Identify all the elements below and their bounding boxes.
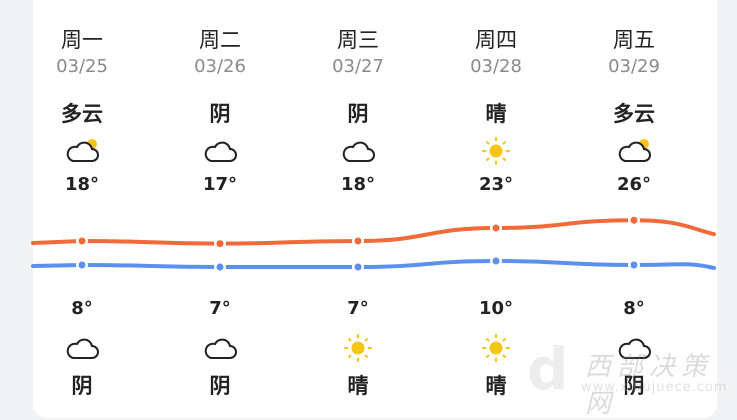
partly-cloudy-icon [616,137,652,165]
temperature-chart [31,216,716,271]
cloud-icon [202,334,238,362]
date: 03/27 [332,56,384,77]
night-condition: 阴 [209,374,231,398]
high-temp-line [31,218,716,246]
high-temp: 18° [340,174,376,195]
cloud-icon [64,334,100,362]
partly-cloudy-icon [64,137,100,165]
data-point [216,263,224,271]
day-condition: 阴 [209,102,231,126]
date: 03/25 [56,56,108,77]
sun-icon [340,334,376,362]
sun-icon [478,334,514,362]
weekday: 周一 [61,28,103,52]
night-condition: 阴 [623,374,645,398]
day-condition: 阴 [347,102,369,126]
data-point [630,261,638,269]
data-point [354,263,362,271]
forecast-card [33,0,717,418]
data-point [354,237,362,245]
high-temp: 23° [478,174,514,195]
low-temp: 7° [209,298,231,319]
low-temp: 8° [623,298,645,319]
cloud-icon [340,137,376,165]
high-temp: 18° [64,174,100,195]
data-point [78,237,86,245]
weekday: 周五 [613,28,655,52]
weekday: 周四 [475,28,517,52]
night-condition: 晴 [347,374,369,398]
high-temp: 26° [616,174,652,195]
data-point [492,224,500,232]
date: 03/26 [194,56,246,77]
low-temp: 10° [478,298,514,319]
day-condition: 多云 [61,102,103,126]
day-condition: 晴 [485,102,507,126]
sun-icon [478,137,514,165]
weekday: 周三 [337,28,379,52]
cloud-icon [616,334,652,362]
date: 03/29 [608,56,660,77]
data-point [492,257,500,265]
cloud-icon [202,137,238,165]
data-point [216,240,224,248]
night-condition: 晴 [485,374,507,398]
weekday: 周二 [199,28,241,52]
night-condition: 阴 [71,374,93,398]
data-point [78,261,86,269]
day-condition: 多云 [613,102,655,126]
low-temp: 8° [71,298,93,319]
data-point [630,216,638,224]
low-temp: 7° [347,298,369,319]
high-temp: 17° [202,174,238,195]
low-temp-line [31,258,716,270]
date: 03/28 [470,56,522,77]
